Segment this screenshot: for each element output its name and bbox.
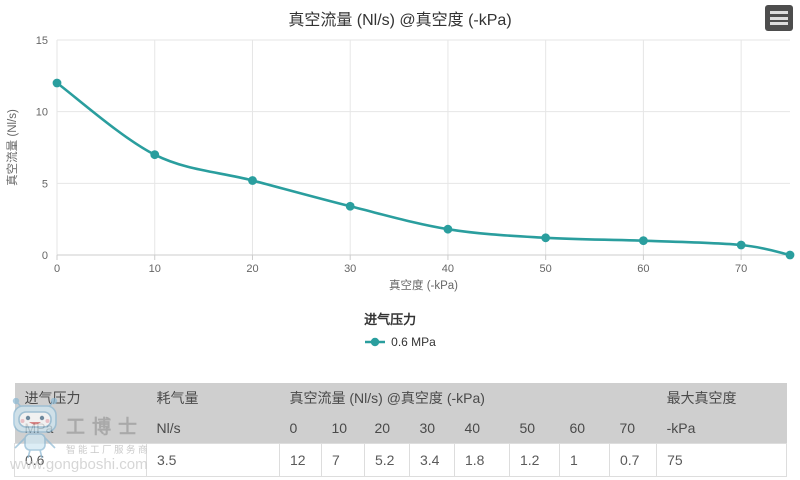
chart-title: 真空流量 (Nl/s) @真空度 (-kPa)	[288, 12, 512, 29]
spec-table: 进气压力 耗气量 真空流量 (Nl/s) @真空度 (-kPa) 最大真空度 MPa Nl…	[14, 383, 788, 477]
y-tick-label: 5	[42, 178, 48, 190]
x-tick-label: 30	[344, 263, 356, 275]
legend-line-marker-icon	[365, 337, 386, 347]
x-tick-label: 60	[637, 263, 649, 275]
table-value-cell: 1.2	[509, 442, 560, 477]
legend-title: 进气压力	[364, 312, 417, 327]
table-unit-cell: MPa	[14, 413, 147, 443]
x-tick-label: 20	[246, 263, 258, 275]
table-unit-cell: 60	[559, 413, 610, 443]
x-tick-label: 70	[735, 263, 747, 275]
table-unit-cell: 50	[509, 413, 560, 443]
table-value-cell: 0.6	[14, 442, 147, 477]
table-value-cell: 5.2	[364, 442, 410, 477]
table-unit-cell: 0	[279, 413, 322, 443]
data-point-marker[interactable]	[150, 150, 160, 160]
hamburger-icon	[770, 16, 788, 20]
table-unit-cell: Nl/s	[146, 413, 280, 443]
hamburger-icon	[770, 22, 788, 25]
y-axis-title: 真空流量 (Nl/s)	[5, 109, 19, 186]
legend-item-label: 0.6 MPa	[391, 335, 436, 349]
table-value-cell: 75	[656, 442, 788, 477]
table-header-cell: 耗气量	[146, 383, 280, 413]
table-unit-cell: 40	[454, 413, 510, 443]
table-row: 0.6 3.5 12 7 5.2 3.4 1.8 1.2 1 0.7 75	[14, 442, 788, 477]
x-tick-label: 40	[442, 263, 454, 275]
series-line	[56, 81, 791, 257]
x-axis-title: 真空度 (-kPa)	[389, 278, 458, 292]
y-tick-label: 0	[42, 250, 48, 262]
data-point-marker[interactable]	[443, 224, 453, 234]
table-unit-cell: 20	[364, 413, 410, 443]
table-header-cell: 进气压力	[14, 383, 147, 413]
y-tick-label: 15	[36, 35, 48, 47]
table-header-cell: 最大真空度	[656, 383, 787, 413]
y-tick-label: 10	[36, 107, 48, 119]
legend-item-series[interactable]: 0.6 MPa	[364, 335, 436, 349]
x-tick-label: 0	[54, 263, 60, 275]
hamburger-icon	[770, 11, 788, 14]
table-unit-cell: 30	[409, 413, 455, 443]
spec-table-body: 0.6 3.5 12 7 5.2 3.4 1.8 1.2 1 0.7 75	[14, 442, 788, 477]
data-point-marker[interactable]	[52, 78, 62, 88]
data-point-marker[interactable]	[736, 240, 746, 250]
x-tick-label: 50	[540, 263, 552, 275]
table-unit-cell: -kPa	[656, 413, 787, 443]
flow-curve-chart: 0 5 10 15 0 10 20 30 40 50 60 70 真空度 (-kPa) 真空流量 (Nl/…	[5, 35, 795, 292]
data-point-marker[interactable]	[541, 233, 551, 243]
data-point-marker[interactable]	[248, 176, 257, 185]
data-point-marker[interactable]	[785, 250, 795, 260]
table-value-cell: 3.4	[409, 442, 455, 477]
x-tick-label: 10	[149, 263, 161, 275]
table-value-cell: 3.5	[146, 442, 280, 477]
table-unit-cell: 10	[321, 413, 365, 443]
table-unit-cell: 70	[609, 413, 657, 443]
data-point-marker[interactable]	[639, 236, 648, 246]
table-value-cell: 1	[559, 442, 610, 477]
table-value-cell: 12	[279, 442, 322, 477]
table-value-cell: 0.7	[608, 442, 658, 477]
data-point-marker[interactable]	[345, 201, 355, 211]
table-value-cell: 1.8	[454, 442, 510, 477]
chart-legend: 进气压力 0.6 MPa	[0, 309, 800, 352]
table-value-cell: 7	[321, 442, 365, 477]
spec-table-header: 进气压力 耗气量 真空流量 (Nl/s) @真空度 (-kPa) 最大真空度 MPa Nl…	[14, 383, 787, 443]
table-header-cell: 真空流量 (Nl/s) @真空度 (-kPa)	[279, 383, 657, 413]
chart-context-menu-button[interactable]	[765, 5, 793, 31]
